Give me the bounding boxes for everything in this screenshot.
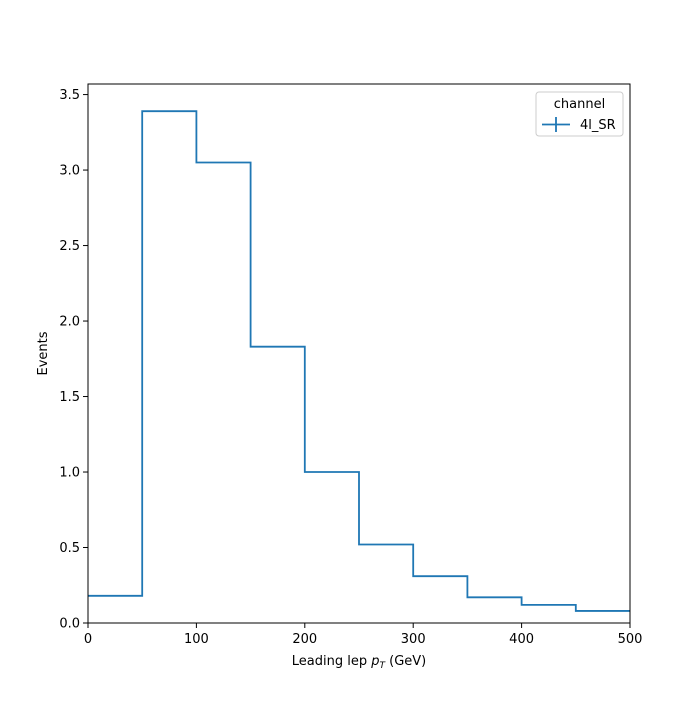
axes-frame [87, 83, 631, 624]
histogram-bin [251, 347, 305, 623]
histogram-bin [142, 111, 196, 623]
y-tick-label: 3.5 [59, 88, 80, 103]
histogram-bin [413, 576, 467, 623]
y-tick-label: 2.0 [59, 315, 80, 330]
histogram-bin [359, 544, 413, 623]
legend-entry-label: 4l_SR [580, 118, 616, 133]
x-tick-label: 300 [401, 632, 426, 647]
x-tick-label: 200 [292, 632, 317, 647]
y-tick-label: 3.0 [59, 164, 80, 179]
histogram-bin [196, 163, 250, 623]
histogram-bin [305, 472, 359, 623]
legend: channel 4l_SR [535, 91, 624, 137]
y-tick-label: 2.5 [59, 239, 80, 254]
y-tick-label: 0.5 [59, 541, 80, 556]
y-tick-label: 1.0 [59, 466, 80, 481]
plot-area [88, 110, 630, 623]
histogram-bin [522, 605, 576, 623]
histogram-bin [576, 611, 630, 623]
x-tick-label: 400 [509, 632, 534, 647]
x-tick-label: 0 [84, 632, 92, 647]
axes: 0 100 200 300 400 500 0.0 0.5 1.0 1.5 2.0 2.5 3.0 3.5… [36, 83, 643, 671]
x-axis-label: Leading lep pT (GeV) [292, 654, 426, 671]
legend-title: channel [554, 97, 605, 112]
histogram-bin [88, 596, 142, 623]
x-tick-label: 500 [618, 632, 643, 647]
series-line-0 [88, 110, 630, 612]
x-tick-label: 100 [184, 632, 209, 647]
y-tick-label: 0.0 [59, 617, 80, 632]
y-tick-label: 1.5 [59, 390, 80, 405]
y-axis-label: Events [36, 331, 51, 375]
histogram-bin [467, 597, 521, 623]
